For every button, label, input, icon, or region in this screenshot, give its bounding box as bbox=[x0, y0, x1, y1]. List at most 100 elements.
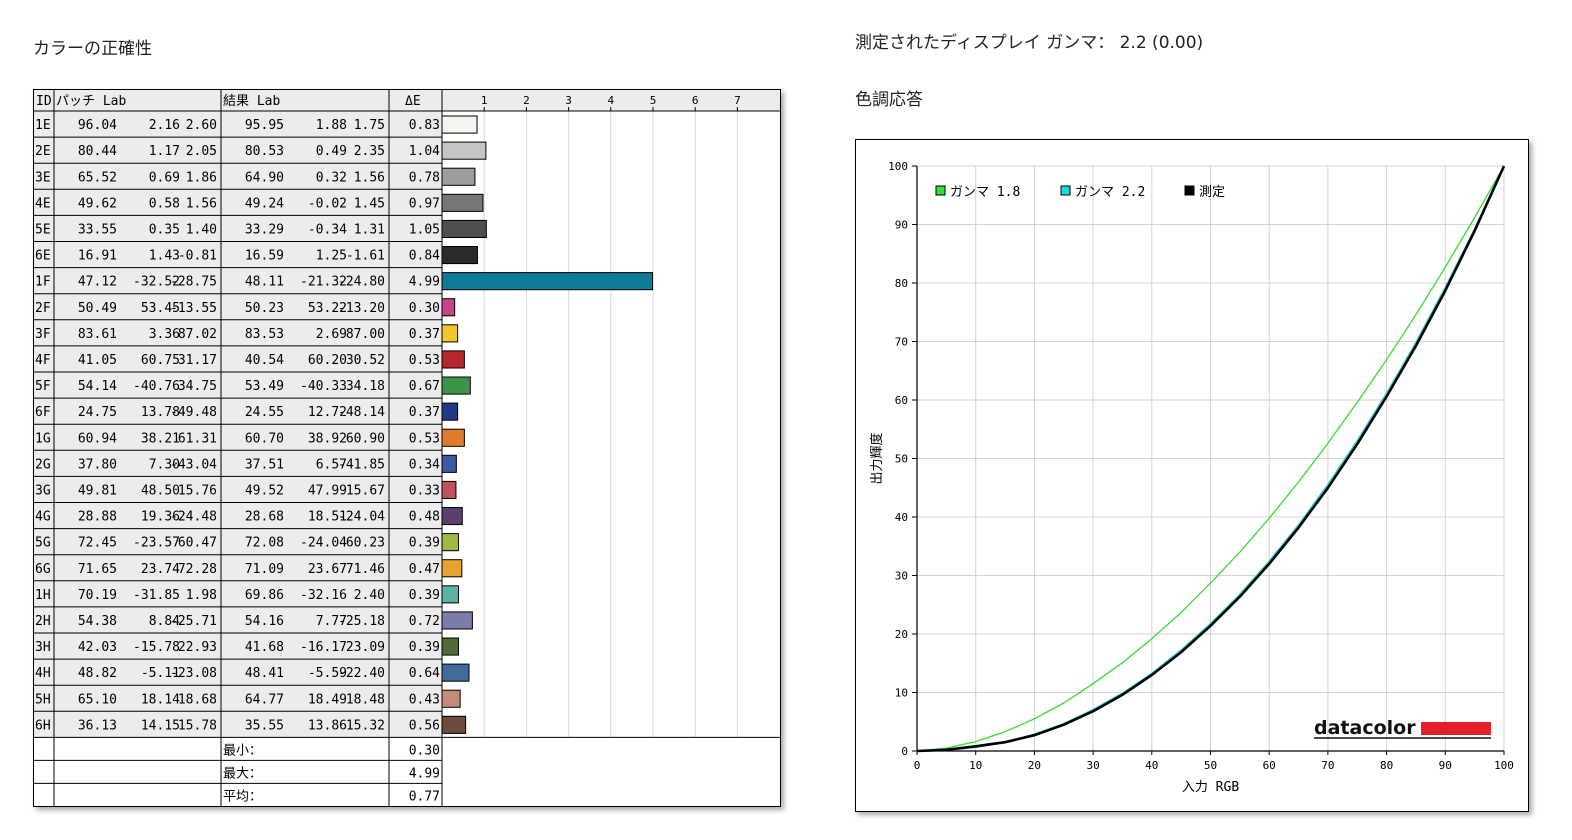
summary-label: 最大： bbox=[223, 766, 262, 781]
row-lab-value: -40.33 bbox=[300, 379, 347, 394]
scale-tick-label: 7 bbox=[734, 94, 741, 107]
row-lab-value: 6.57 bbox=[316, 457, 347, 472]
row-delta-e: 0.83 bbox=[409, 118, 440, 133]
row-lab-value: -32.16 bbox=[300, 588, 347, 603]
datacolor-logo-bar bbox=[1421, 722, 1491, 735]
delta-e-bar bbox=[441, 219, 487, 238]
row-id: 5G bbox=[35, 536, 51, 551]
header-patch-lab: パッチ Lab bbox=[56, 94, 126, 109]
tone-response-panel: 0 10 20 30 40 50 60 70 80 90 100 0 10 20 30 40 50 60 70 80 9… bbox=[855, 139, 1529, 812]
row-id: 3H bbox=[35, 640, 51, 655]
row-lab-value: 70.19 bbox=[78, 588, 117, 603]
row-lab-value: -13.55 bbox=[170, 301, 217, 316]
row-lab-value: 47.12 bbox=[78, 275, 117, 290]
row-lab-value: 15.78 bbox=[178, 718, 217, 733]
row-lab-value: 15.32 bbox=[346, 718, 385, 733]
y-tick-label: 90 bbox=[895, 219, 908, 232]
scale-tick-label: 6 bbox=[692, 94, 699, 107]
x-tick-label: 30 bbox=[1086, 759, 1099, 772]
row-lab-value: 96.04 bbox=[78, 118, 117, 133]
row-lab-value: -16.17 bbox=[300, 640, 347, 655]
row-lab-value: -28.75 bbox=[170, 275, 217, 290]
row-lab-value: 40.54 bbox=[245, 353, 284, 368]
y-tick-label: 0 bbox=[901, 745, 908, 758]
row-lab-value: -0.34 bbox=[308, 222, 347, 237]
legend-label: ガンマ 1.8 bbox=[950, 185, 1020, 200]
row-lab-value: 95.95 bbox=[245, 118, 284, 133]
row-lab-value: 65.10 bbox=[78, 692, 117, 707]
row-lab-value: 60.47 bbox=[178, 536, 217, 551]
tone-response-title: 色調応答 bbox=[855, 90, 923, 110]
row-lab-value: 48.11 bbox=[245, 275, 284, 290]
row-lab-value: 1.31 bbox=[354, 222, 385, 237]
row-lab-value: 60.90 bbox=[346, 431, 385, 446]
delta-e-bar bbox=[441, 428, 465, 447]
scale-tick-label: 3 bbox=[565, 94, 572, 107]
row-id: 4F bbox=[35, 353, 51, 368]
row-lab-value: -0.81 bbox=[178, 249, 217, 264]
row-lab-value: 28.68 bbox=[245, 510, 284, 525]
row-lab-value: -40.76 bbox=[133, 379, 180, 394]
delta-e-bar bbox=[441, 402, 459, 421]
row-lab-value: 49.24 bbox=[245, 196, 284, 211]
row-lab-value: 34.75 bbox=[178, 379, 217, 394]
row-id: 6H bbox=[35, 718, 51, 733]
row-lab-value: -24.48 bbox=[170, 510, 217, 525]
row-lab-value: 80.44 bbox=[78, 144, 117, 159]
row-lab-value: 72.08 bbox=[245, 536, 284, 551]
row-lab-value: 71.46 bbox=[346, 562, 385, 577]
row-lab-value: 3.36 bbox=[149, 327, 180, 342]
row-lab-value: 2.16 bbox=[149, 118, 180, 133]
row-lab-value: 1.88 bbox=[316, 118, 347, 133]
row-lab-value: 22.93 bbox=[178, 640, 217, 655]
row-lab-value: 1.17 bbox=[149, 144, 180, 159]
row-lab-value: 2.05 bbox=[186, 144, 217, 159]
row-lab-value: 13.78 bbox=[141, 405, 180, 420]
row-lab-value: 72.28 bbox=[178, 562, 217, 577]
delta-e-bar bbox=[441, 715, 467, 734]
color-accuracy-table: ID パッチ Lab 結果 Lab ΔE 1 2 3 4 5 6 7 1E 96.04 2.16 2.60 9… bbox=[33, 89, 781, 807]
y-axis-label: 出力輝度 bbox=[869, 432, 885, 484]
row-lab-value: 1.75 bbox=[354, 118, 385, 133]
row-id: 1E bbox=[35, 118, 51, 133]
delta-e-bar bbox=[441, 115, 478, 134]
row-lab-value: 53.22 bbox=[308, 301, 347, 316]
legend-label: 測定 bbox=[1199, 185, 1225, 200]
row-lab-value: 28.88 bbox=[78, 510, 117, 525]
row-lab-value: 61.31 bbox=[178, 431, 217, 446]
row-delta-e: 0.37 bbox=[409, 327, 440, 342]
row-lab-value: 72.45 bbox=[78, 536, 117, 551]
row-id: 3G bbox=[35, 483, 51, 498]
legend-swatch bbox=[935, 185, 946, 196]
row-lab-value: 60.70 bbox=[245, 431, 284, 446]
delta-e-bar bbox=[441, 559, 463, 578]
row-delta-e: 0.67 bbox=[409, 379, 440, 394]
row-lab-value: 87.02 bbox=[178, 327, 217, 342]
row-lab-value: 7.77 bbox=[316, 614, 347, 629]
row-lab-value: 38.21 bbox=[141, 431, 180, 446]
row-lab-value: 54.16 bbox=[245, 614, 284, 629]
delta-e-bar bbox=[441, 167, 476, 186]
row-lab-value: 49.52 bbox=[245, 483, 284, 498]
row-lab-value: 35.55 bbox=[245, 718, 284, 733]
row-lab-value: 83.61 bbox=[78, 327, 117, 342]
row-lab-value: 60.23 bbox=[346, 536, 385, 551]
series-line bbox=[916, 165, 1505, 752]
row-lab-value: -0.02 bbox=[308, 196, 347, 211]
row-lab-value: -43.04 bbox=[170, 457, 217, 472]
row-delta-e: 4.99 bbox=[409, 275, 440, 290]
row-delta-e: 1.04 bbox=[409, 144, 440, 159]
delta-e-bar bbox=[441, 454, 457, 473]
row-delta-e: 0.84 bbox=[409, 249, 440, 264]
x-tick-label: 70 bbox=[1321, 759, 1334, 772]
row-lab-value: 54.14 bbox=[78, 379, 117, 394]
row-lab-value: -22.40 bbox=[338, 666, 385, 681]
row-lab-value: -41.85 bbox=[338, 457, 385, 472]
delta-e-bar bbox=[441, 272, 654, 291]
delta-e-bar bbox=[441, 663, 470, 682]
row-lab-value: 15.67 bbox=[346, 483, 385, 498]
row-lab-value: -25.18 bbox=[338, 614, 385, 629]
row-id: 1F bbox=[35, 275, 51, 290]
row-lab-value: 49.81 bbox=[78, 483, 117, 498]
delta-e-bar bbox=[441, 585, 459, 604]
